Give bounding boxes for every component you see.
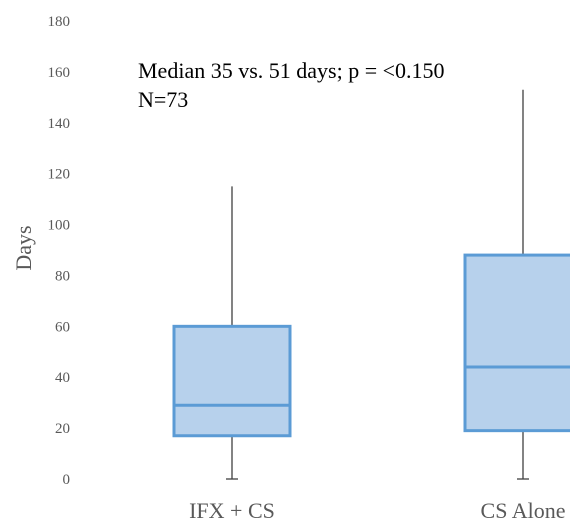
box-plot-series (172, 89, 570, 480)
y-tick-label: 140 (48, 116, 71, 132)
y-axis-ticks: 0 20 40 60 80 100 120 140 160 180 (48, 14, 71, 488)
box-interquartile-range (463, 253, 570, 433)
y-tick-label: 0 (63, 472, 71, 488)
x-axis-category-labels: IFX + CS CS Alone (189, 498, 566, 523)
y-tick-label: 100 (48, 218, 71, 234)
box-interquartile-range (172, 324, 292, 438)
y-tick-label: 120 (48, 167, 71, 183)
annotation-sample-size: N=73 (138, 87, 188, 112)
y-tick-label: 160 (48, 65, 71, 81)
y-tick-label: 180 (48, 14, 71, 30)
x-category-label: CS Alone (481, 498, 566, 521)
y-tick-label: 60 (55, 319, 70, 335)
y-tick-label: 20 (55, 421, 70, 437)
y-axis-title: Days (11, 225, 36, 270)
y-tick-label: 80 (55, 268, 70, 284)
x-category-label: IFX + CS (189, 498, 275, 521)
y-tick-label: 40 (55, 370, 70, 386)
annotation-median-comparison: Median 35 vs. 51 days; p = <0.150 (138, 58, 445, 83)
